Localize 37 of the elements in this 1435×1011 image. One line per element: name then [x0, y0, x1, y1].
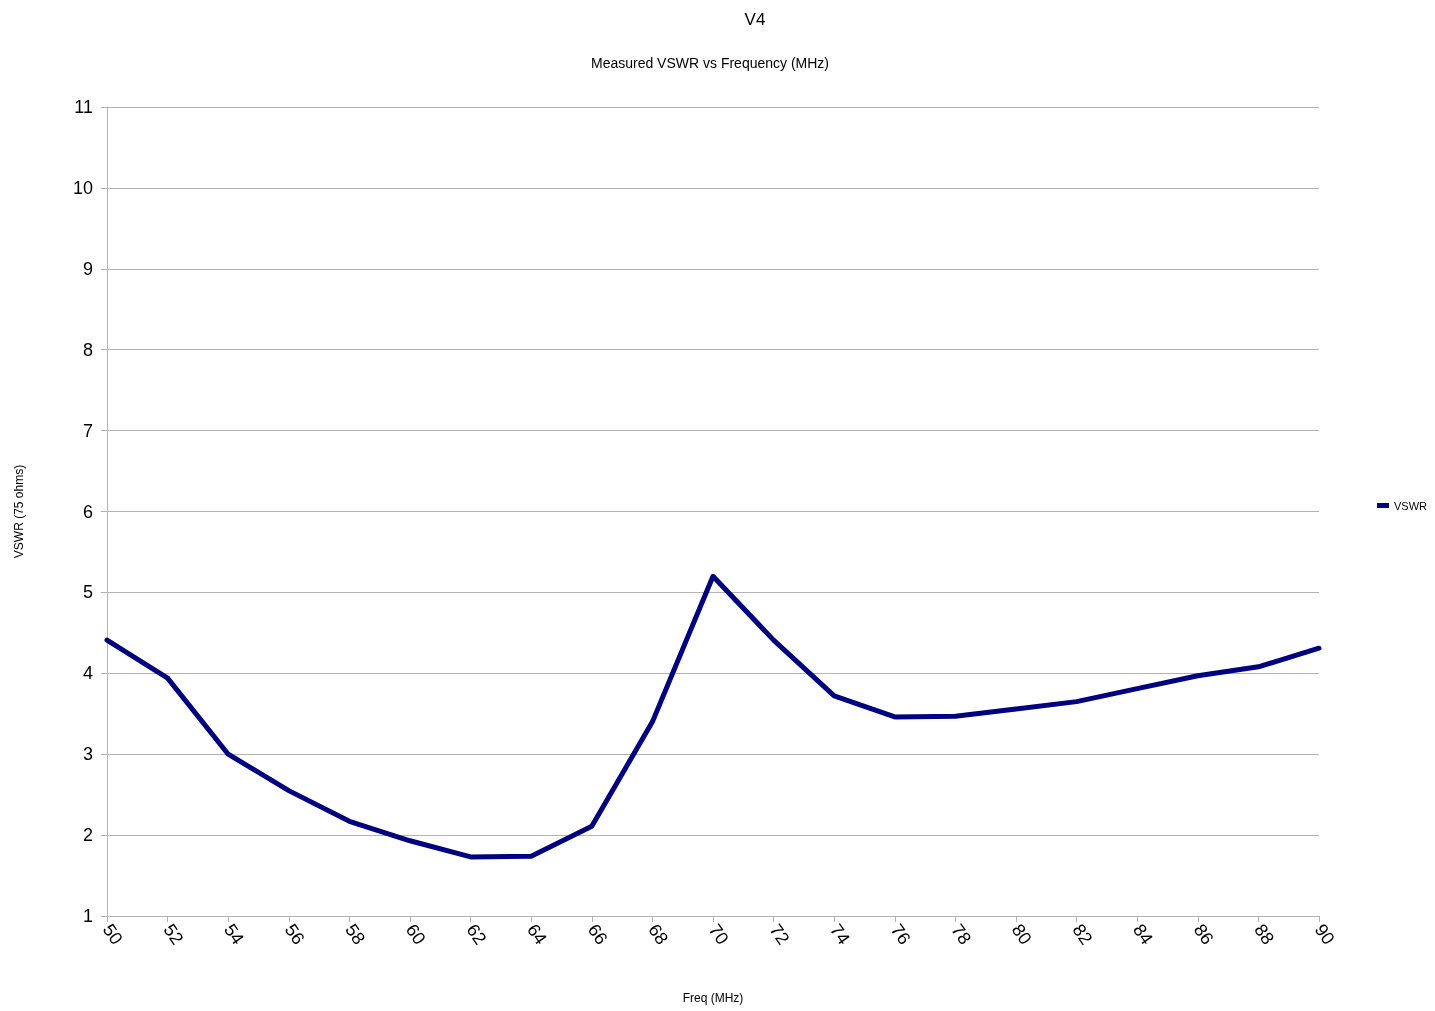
x-tick-label: 74	[826, 920, 854, 949]
x-tick-label: 76	[886, 920, 915, 949]
x-tick-label: 88	[1250, 920, 1279, 949]
x-tick-label: 86	[1189, 920, 1218, 949]
x-tick-label: 58	[341, 920, 370, 949]
y-tick-label: 5	[82, 582, 93, 603]
x-tick-label: 72	[765, 920, 794, 949]
x-tick-label: 66	[583, 920, 612, 949]
x-tick-label: 82	[1068, 920, 1097, 949]
x-axis-title: Freq (MHz)	[682, 991, 744, 1005]
y-tick-label: 8	[82, 339, 93, 360]
x-tick-label: 84	[1129, 920, 1157, 949]
x-tick-label: 56	[280, 920, 309, 949]
x-tick-label: 62	[462, 920, 491, 949]
x-tick-label: 52	[159, 920, 188, 949]
x-tick-label: 70	[704, 920, 733, 949]
x-tick-label: 78	[947, 920, 976, 949]
x-tick-label: 68	[644, 920, 673, 949]
y-tick-label: 7	[82, 420, 93, 441]
y-tick-label: 10	[72, 177, 93, 198]
x-tick-label: 50	[98, 920, 127, 949]
y-tick-label: 11	[74, 97, 93, 117]
chart-title: V4	[744, 10, 766, 29]
y-tick-label: 1	[82, 906, 93, 926]
x-tick-label: 64	[523, 920, 551, 949]
y-tick-label: 9	[82, 258, 93, 279]
y-tick-label: 4	[82, 663, 93, 684]
y-tick-label: 2	[82, 825, 93, 846]
legend-label: VSWR	[1394, 499, 1428, 512]
x-tick-label: 80	[1007, 920, 1036, 949]
x-tick-label: 60	[401, 920, 430, 949]
chart-subtitle: Measured VSWR vs Frequency (MHz)	[590, 55, 830, 71]
y-axis-title: VSWR (75 ohms)	[12, 464, 26, 559]
y-tick-label: 6	[82, 501, 93, 522]
x-tick-label: 90	[1310, 920, 1339, 949]
x-tick-label: 54	[220, 920, 248, 949]
y-tick-label: 3	[82, 744, 93, 765]
